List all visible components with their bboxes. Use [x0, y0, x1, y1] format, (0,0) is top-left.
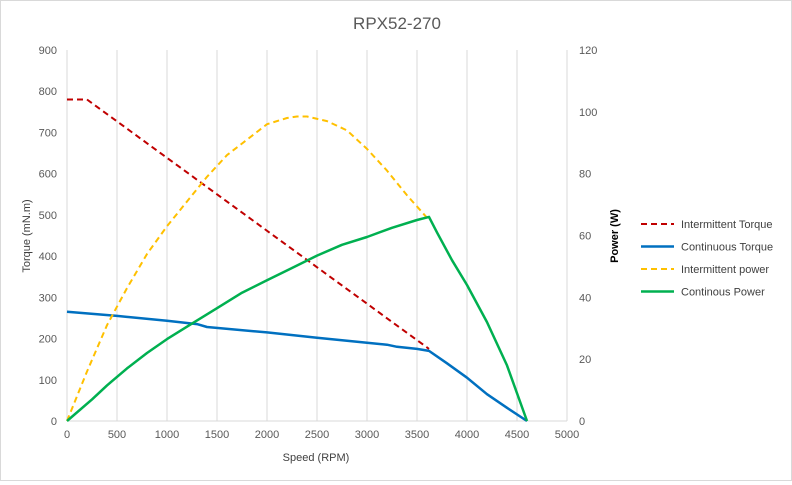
- y-tick-label: 100: [39, 375, 57, 387]
- y-tick-label: 300: [39, 292, 57, 304]
- x-tick-label: 5000: [555, 429, 579, 441]
- series-line: [66, 215, 529, 422]
- series-line: [67, 98, 430, 350]
- y-tick-label: 200: [39, 334, 57, 346]
- y2-tick-label: 20: [579, 354, 591, 366]
- y-tick-label: 800: [39, 86, 57, 98]
- y2-tick-label: 60: [579, 231, 591, 243]
- y-tick-label: 900: [39, 45, 57, 57]
- x-tick-label: 3000: [355, 429, 379, 441]
- x-tick-label: 0: [64, 429, 70, 441]
- y2-tick-label: 120: [579, 45, 597, 57]
- legend: Intermittent Torque Continuous Torque Inte…: [641, 219, 773, 299]
- y-tick-label: 500: [39, 210, 57, 222]
- legend-label: Intermittent Torque: [681, 219, 773, 231]
- x-tick-label: 1500: [205, 429, 229, 441]
- series-group: [66, 98, 529, 423]
- chart-title: RPX52-270: [353, 14, 441, 33]
- x-tick-label: 4000: [455, 429, 479, 441]
- legend-label: Continous Power: [681, 287, 765, 299]
- y2-tick-label: 40: [579, 292, 591, 304]
- grid: [66, 50, 568, 421]
- axes: 0 500 1000 1500 2000 2500 3000 3500 4000 4500 5000…: [39, 45, 598, 441]
- x-tick-label: 1000: [155, 429, 179, 441]
- y2-axis-label: Power (W): [609, 209, 621, 263]
- x-tick-label: 3500: [405, 429, 429, 441]
- y-tick-label: 400: [39, 251, 57, 263]
- y-tick-label: 700: [39, 127, 57, 139]
- y-axis-label: Torque (mN.m): [21, 199, 33, 272]
- x-axis-label: Speed (RPM): [283, 452, 350, 464]
- y2-tick-label: 100: [579, 107, 597, 119]
- y-tick-label: 600: [39, 169, 57, 181]
- legend-label: Continuous Torque: [681, 242, 773, 254]
- x-tick-label: 500: [108, 429, 126, 441]
- x-tick-label: 4500: [505, 429, 529, 441]
- y-tick-label: 0: [51, 416, 57, 428]
- series-line: [66, 115, 430, 422]
- x-tick-label: 2000: [255, 429, 279, 441]
- y2-tick-label: 80: [579, 169, 591, 181]
- y2-tick-label: 0: [579, 416, 585, 428]
- legend-label: Intermittent power: [681, 264, 769, 276]
- x-tick-label: 2500: [305, 429, 329, 441]
- series-line: [66, 310, 528, 423]
